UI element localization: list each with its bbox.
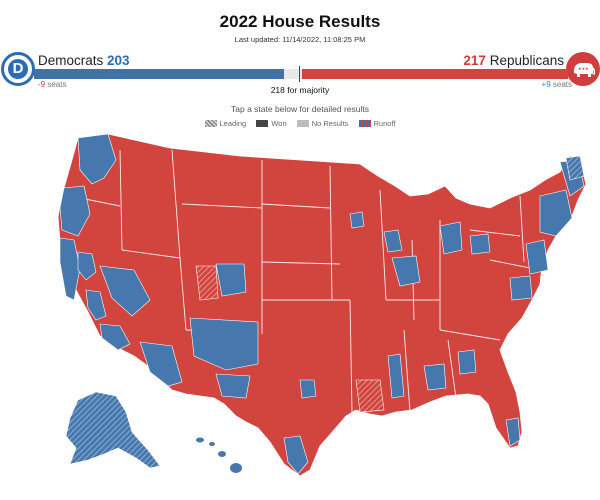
democrats-seat-change: -9 seats <box>38 80 67 89</box>
new-mexico-south-district[interactable] <box>215 373 251 399</box>
legend-no-results: No Results <box>296 119 348 128</box>
legend-runoff: Runoff <box>358 119 395 128</box>
alaska[interactable] <box>65 391 161 469</box>
democrat-seat-bar <box>34 69 284 79</box>
hawaii-island-3[interactable] <box>218 451 226 457</box>
minnesota-twin-cities-district[interactable] <box>349 211 365 229</box>
hawaii-island-1[interactable] <box>196 437 204 443</box>
svg-text:★★★: ★★★ <box>578 66 589 71</box>
legend-leading: Leading <box>204 119 246 128</box>
map-legend: Leading Won No Results Runoff <box>0 119 600 128</box>
maine-leading-district[interactable] <box>565 155 585 181</box>
democrat-logo-icon: D <box>1 52 35 86</box>
majority-threshold-label: 218 for majority <box>270 85 330 95</box>
texas-austin-district[interactable] <box>299 379 317 399</box>
georgia-atlanta-district[interactable] <box>423 363 447 391</box>
california-central-district[interactable] <box>85 289 107 321</box>
mid-atlantic-district[interactable] <box>525 239 549 275</box>
ohio-north-district[interactable] <box>469 233 491 255</box>
washington-west-district[interactable] <box>77 133 117 185</box>
democrats-seat-count: 203 <box>107 53 130 68</box>
republican-elephant-icon: ★★★ <box>566 52 600 86</box>
majority-marker <box>299 66 300 82</box>
california-south-district[interactable] <box>99 323 131 351</box>
last-updated-text: Last updated: 11/14/2022, 11:08:25 PM <box>234 35 366 44</box>
florida-south-district[interactable] <box>505 417 521 447</box>
texas-south-district[interactable] <box>283 435 309 475</box>
nevada-south-district[interactable] <box>99 265 151 317</box>
mississippi-delta-district[interactable] <box>387 353 405 399</box>
republicans-name: Republicans <box>489 53 564 68</box>
hawaii-island-4[interactable] <box>230 463 242 473</box>
republican-seat-bar <box>302 69 568 79</box>
new-mexico-north-district[interactable] <box>189 317 259 371</box>
alaska-at-large-district[interactable] <box>65 391 161 469</box>
new-england-district[interactable] <box>539 189 573 237</box>
colorado-central-district[interactable] <box>215 263 247 297</box>
south-carolina-district[interactable] <box>457 349 477 375</box>
republicans-seat-count: 217 <box>463 53 486 68</box>
instructions-text: Tap a state below for detailed results <box>231 104 369 114</box>
oregon-west-district[interactable] <box>59 185 91 237</box>
michigan-detroit-district[interactable] <box>439 221 463 255</box>
illinois-north-district[interactable] <box>391 255 421 287</box>
legend-won: Won <box>256 119 287 128</box>
colorado-leading-district[interactable] <box>195 265 219 301</box>
california-north-coast-district[interactable] <box>59 237 81 301</box>
undecided-seat-bar <box>284 69 302 79</box>
hawaii[interactable] <box>196 437 242 474</box>
democrats-tally: Democrats 203 <box>38 53 130 68</box>
arizona-south-district[interactable] <box>139 341 183 387</box>
republicans-seat-change: +9 seats <box>541 80 572 89</box>
hawaii-island-2[interactable] <box>209 442 215 446</box>
louisiana-leading-district[interactable] <box>355 379 385 413</box>
leading-districts[interactable] <box>195 155 585 413</box>
democratic-districts[interactable] <box>59 133 585 475</box>
california-bay-district[interactable] <box>77 251 97 281</box>
page-title: 2022 House Results <box>219 12 381 31</box>
wisconsin-madison-district[interactable] <box>383 229 403 253</box>
democrats-name: Democrats <box>38 53 104 68</box>
virginia-north-district[interactable] <box>509 275 533 301</box>
republicans-tally: 217 Republicans <box>463 53 564 68</box>
